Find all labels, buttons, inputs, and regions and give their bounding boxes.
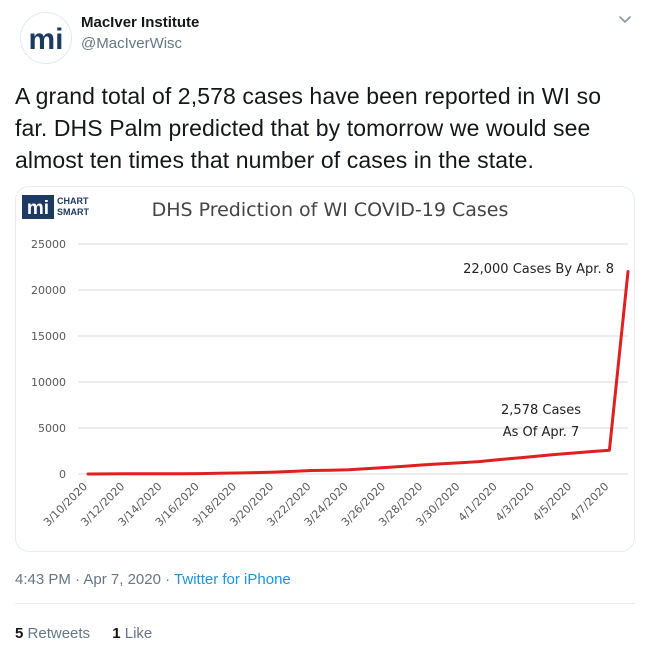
retweets-label: Retweets	[27, 625, 91, 642]
y-tick-label: 10000	[31, 376, 66, 389]
likes-count: 1	[112, 625, 121, 642]
x-tick-label: 4/7/2020	[567, 480, 611, 524]
tweet-time[interactable]: 4:43 PM	[15, 571, 71, 588]
series-line	[86, 270, 630, 476]
retweets-stat[interactable]: 5 Retweets	[15, 625, 90, 642]
annotation-prediction: 22,000 Cases By Apr. 8	[463, 262, 614, 277]
tweet-text: A grand total of 2,578 cases have been r…	[15, 83, 602, 173]
display-name[interactable]: MacIver Institute	[81, 14, 200, 31]
tweet-stats: 5 Retweets 1 Like	[15, 625, 170, 642]
y-tick-label: 20000	[31, 284, 66, 297]
likes-label: Like	[124, 625, 153, 642]
avatar-mark: mi	[28, 23, 63, 56]
line-chart: mi CHART SMART DHS Prediction of WI COVI…	[22, 195, 630, 529]
y-tick-label: 25000	[31, 238, 66, 251]
meta-separator: ·	[165, 571, 171, 588]
retweets-count: 5	[15, 625, 24, 642]
logo-line1: CHART	[57, 196, 89, 206]
chart-title: DHS Prediction of WI COVID-19 Cases	[152, 199, 509, 221]
tweet-date[interactable]: Apr 7, 2020	[83, 571, 161, 588]
x-tick-label: 4/3/2020	[493, 480, 537, 524]
y-tick-label: 0	[59, 468, 66, 481]
tweet-header: mi MacIver Institute @MacIverWisc	[15, 8, 635, 68]
chart-logo: mi CHART SMART	[22, 195, 89, 219]
avatar[interactable]: mi	[20, 12, 72, 64]
chevron-down-icon[interactable]	[615, 10, 635, 30]
annotation-actual-line2: As Of Apr. 7	[503, 425, 580, 440]
y-tick-label: 15000	[31, 330, 66, 343]
user-handle[interactable]: @MacIverWisc	[81, 35, 183, 52]
chart-image-card[interactable]: mi CHART SMART DHS Prediction of WI COVI…	[15, 186, 635, 552]
logo-mark: mi	[27, 198, 49, 219]
divider	[15, 603, 635, 604]
likes-stat[interactable]: 1 Like	[112, 625, 152, 642]
logo-block	[22, 195, 54, 219]
tweet-meta: 4:43 PM · Apr 7, 2020 · Twitter for iPho…	[15, 571, 291, 588]
logo-line2: SMART	[57, 207, 89, 217]
meta-separator: ·	[75, 571, 81, 588]
y-tick-label: 5000	[38, 422, 66, 435]
x-tick-label: 4/1/2020	[456, 480, 500, 524]
annotation-actual-line1: 2,578 Cases	[501, 403, 581, 418]
x-tick-label: 4/5/2020	[530, 480, 574, 524]
tweet-source-link[interactable]: Twitter for iPhone	[174, 571, 291, 588]
